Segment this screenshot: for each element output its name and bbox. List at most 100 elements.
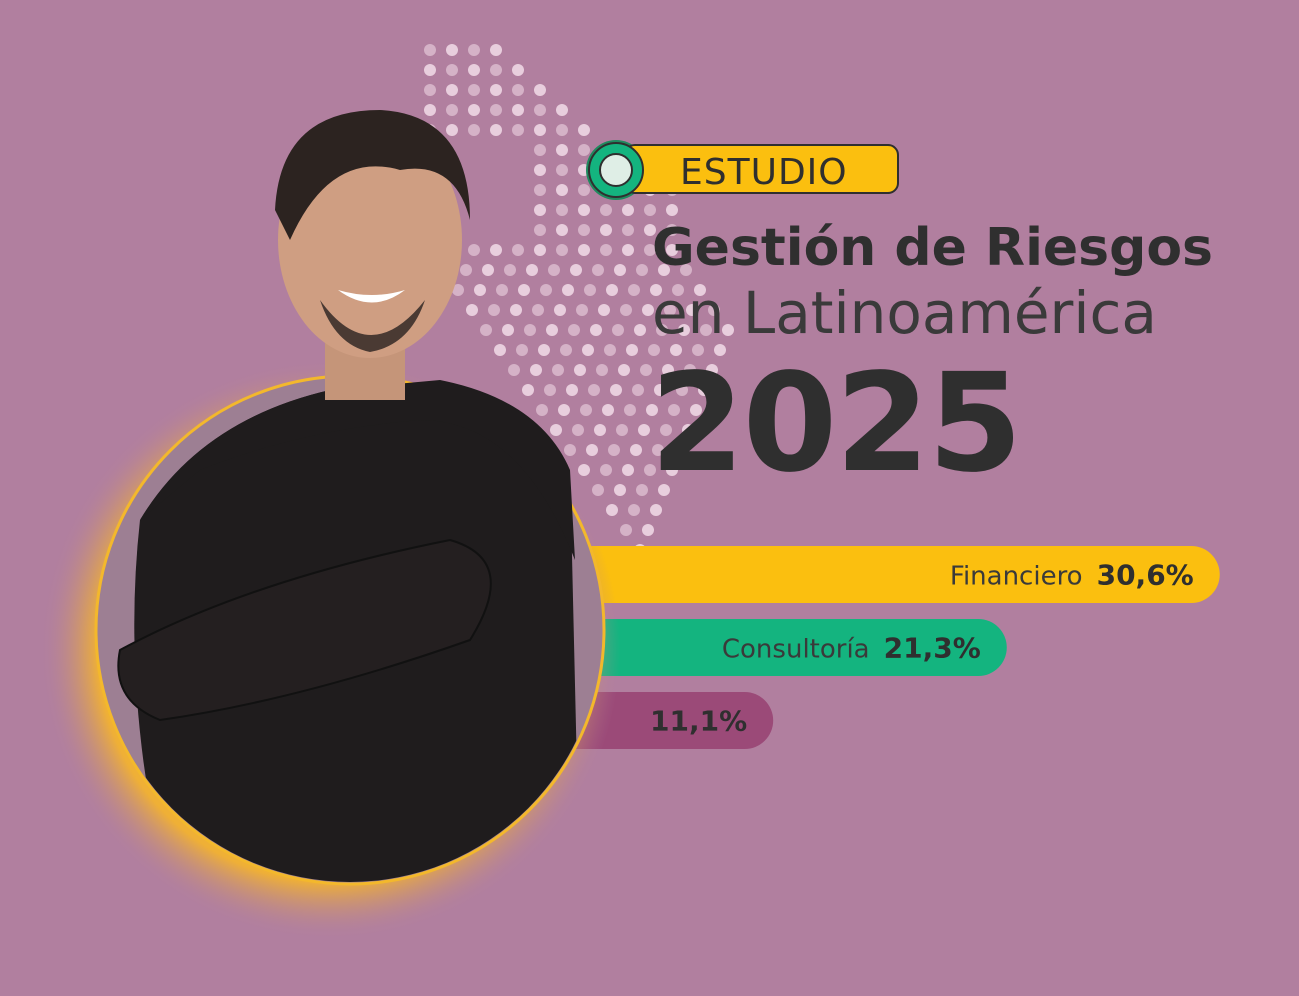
dot [562,284,574,296]
dot [628,284,640,296]
dot [586,444,598,456]
dot [624,404,636,416]
dot [672,284,684,296]
dot [578,464,590,476]
dot [518,284,530,296]
dot [620,524,632,536]
dot [662,364,674,376]
dot [554,304,566,316]
dot [648,344,660,356]
dot [490,124,502,136]
dot [510,304,522,316]
dot [600,244,612,256]
dot [628,504,640,516]
badge-label: ESTUDIO [680,152,848,193]
dot [508,364,520,376]
dot [534,124,546,136]
dot [698,384,710,396]
dot [466,304,478,316]
dot [614,264,626,276]
dot [578,144,590,156]
badge-dot-inner [599,153,633,187]
dot [578,124,590,136]
dot [600,204,612,216]
dot [490,84,502,96]
dot [522,384,534,396]
dot [614,484,626,496]
dot [592,264,604,276]
arms [117,538,492,722]
dot [660,424,672,436]
dot [626,344,638,356]
dot [534,164,546,176]
dot [490,44,502,56]
dot [644,244,656,256]
dot [694,284,706,296]
dot [578,184,590,196]
dot [600,224,612,236]
dot [446,64,458,76]
hair [275,110,470,240]
dot [640,364,652,376]
dot [474,284,486,296]
dot [512,244,524,256]
dot [658,484,670,496]
dot [556,184,568,196]
dot [546,324,558,336]
bar-value: 11,1% [650,705,747,738]
dot [644,224,656,236]
dot [556,244,568,256]
dot [536,404,548,416]
dot [622,204,634,216]
dot [566,384,578,396]
dot [532,304,544,316]
dot [658,264,670,276]
dot [666,224,678,236]
dot [468,84,480,96]
bar [519,619,1007,676]
dot [636,484,648,496]
dot [600,464,612,476]
dot [620,304,632,316]
dot [526,264,538,276]
dot [558,404,570,416]
dot [538,344,550,356]
bar-label: Consultoría [722,635,870,665]
dot [468,64,480,76]
dot [576,304,588,316]
dot [540,284,552,296]
dot [446,124,458,136]
dot [676,384,688,396]
dot [524,324,536,336]
dot [594,424,606,436]
dot [468,104,480,116]
dot [552,364,564,376]
bar-label: Financiero [950,562,1083,592]
bar [519,546,1220,603]
dot [568,324,580,336]
dot [678,324,690,336]
dot [556,124,568,136]
dot [534,244,546,256]
dot [424,104,436,116]
title-line-1: Gestión de Riesgos [652,218,1213,278]
dot [666,464,678,476]
dot [556,204,568,216]
dot [578,244,590,256]
dot [708,304,720,316]
dot [496,284,508,296]
dot [654,384,666,396]
title-line-2: en Latinoamérica [652,279,1157,347]
dot [512,64,524,76]
dot [700,324,712,336]
dot [490,64,502,76]
dot [636,264,648,276]
dot [632,384,644,396]
dot [630,444,642,456]
dot [482,264,494,276]
dot [570,264,582,276]
dot [684,364,696,376]
dot [692,344,704,356]
person-clip [117,380,580,882]
